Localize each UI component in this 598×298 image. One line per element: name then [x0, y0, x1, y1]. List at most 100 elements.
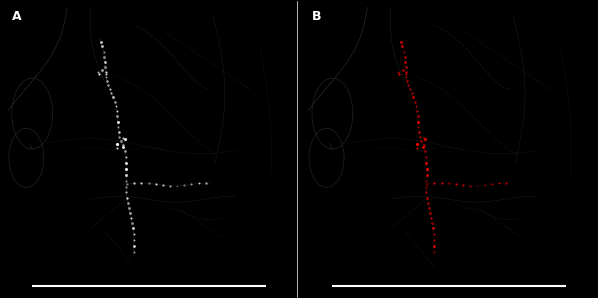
Point: [112, 109, 121, 114]
Point: [112, 142, 121, 146]
Point: [458, 183, 468, 187]
Point: [412, 146, 422, 150]
Point: [422, 181, 432, 186]
Point: [124, 205, 133, 210]
Point: [424, 205, 434, 210]
Point: [429, 243, 439, 248]
Point: [419, 145, 428, 149]
Point: [187, 182, 196, 187]
Point: [419, 143, 428, 148]
Point: [422, 173, 431, 178]
Point: [113, 119, 123, 124]
Point: [451, 182, 460, 187]
Point: [129, 237, 139, 242]
Point: [472, 184, 482, 188]
Point: [118, 145, 128, 149]
Point: [401, 65, 410, 70]
Point: [144, 181, 153, 186]
Point: [110, 99, 120, 104]
Point: [121, 184, 131, 189]
Point: [401, 70, 411, 74]
Point: [106, 91, 116, 95]
Point: [400, 55, 410, 59]
Point: [412, 109, 422, 114]
Point: [411, 104, 421, 108]
Point: [465, 183, 475, 188]
Point: [413, 119, 423, 124]
Point: [398, 68, 407, 73]
Point: [426, 215, 436, 220]
Point: [422, 190, 431, 195]
Point: [129, 226, 138, 231]
Point: [121, 161, 131, 165]
Point: [413, 125, 423, 129]
Point: [125, 210, 135, 215]
Point: [494, 181, 504, 186]
Point: [201, 181, 210, 185]
Point: [120, 148, 129, 153]
Point: [101, 74, 111, 79]
Point: [429, 249, 438, 254]
Point: [179, 183, 189, 188]
Point: [416, 139, 426, 144]
Point: [414, 130, 423, 134]
Point: [437, 181, 446, 185]
Point: [429, 237, 439, 242]
Point: [412, 142, 422, 146]
Point: [121, 173, 131, 178]
Point: [423, 200, 432, 205]
Point: [394, 71, 404, 76]
Point: [404, 83, 413, 88]
Point: [102, 72, 111, 77]
Point: [422, 195, 432, 200]
Point: [420, 148, 429, 153]
Point: [122, 195, 132, 200]
Point: [94, 71, 103, 76]
Point: [393, 70, 403, 74]
Text: B: B: [312, 10, 322, 23]
Point: [487, 182, 496, 187]
Point: [401, 60, 410, 65]
Point: [121, 179, 131, 183]
Point: [97, 44, 107, 49]
Point: [165, 183, 175, 188]
Point: [102, 79, 112, 83]
Point: [99, 49, 108, 54]
Point: [405, 87, 414, 91]
Point: [113, 125, 123, 129]
Point: [121, 190, 131, 195]
Point: [422, 167, 431, 171]
Point: [402, 72, 411, 77]
Point: [115, 134, 124, 139]
Point: [422, 179, 431, 183]
Text: A: A: [12, 10, 22, 23]
Point: [118, 136, 128, 141]
Point: [121, 154, 130, 159]
Point: [410, 99, 420, 104]
Point: [429, 226, 438, 231]
Point: [116, 139, 126, 144]
Point: [120, 137, 130, 142]
Point: [402, 79, 412, 83]
Point: [444, 181, 453, 186]
Point: [100, 65, 110, 70]
Point: [415, 134, 425, 139]
Point: [429, 232, 438, 236]
Point: [194, 181, 203, 186]
Point: [413, 114, 422, 119]
Point: [129, 232, 138, 236]
Point: [108, 95, 118, 100]
Point: [100, 55, 109, 59]
Point: [172, 184, 182, 188]
Point: [501, 181, 511, 185]
Point: [129, 249, 138, 254]
Point: [480, 183, 489, 188]
Point: [407, 91, 416, 95]
Point: [103, 83, 113, 88]
Point: [408, 95, 418, 100]
Point: [105, 87, 114, 91]
Point: [126, 215, 136, 220]
Point: [114, 130, 123, 134]
Point: [425, 210, 435, 215]
Point: [398, 44, 407, 49]
